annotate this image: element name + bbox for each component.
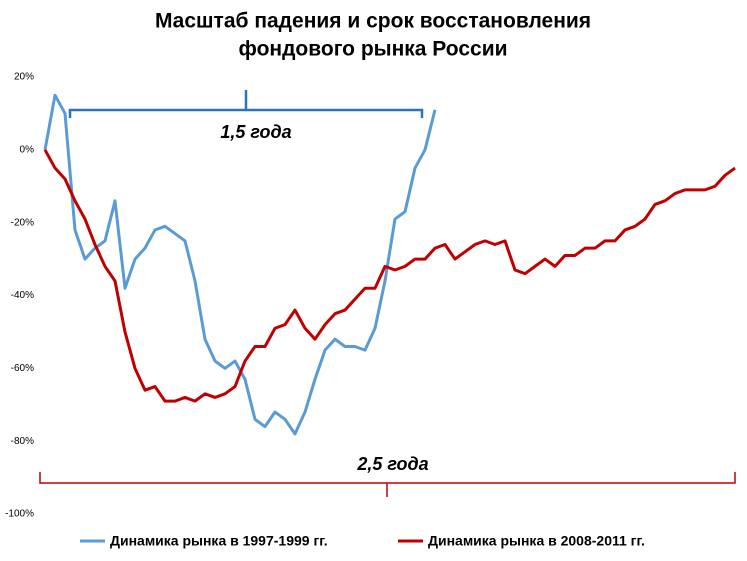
series-line (43, 149, 736, 403)
annotation: 2,5 года (356, 454, 428, 474)
annotation: 1,5 года (220, 122, 291, 142)
legend-label: Динамика рынка в 1997-1999 гг. (110, 533, 328, 549)
chart-title: фондового рынка России (238, 38, 507, 61)
y-tick-label: -20% (11, 217, 34, 228)
chart-title: Масштаб падения и срок восстановления (155, 10, 591, 33)
y-tick-label: -60% (11, 363, 34, 374)
y-tick-label: -80% (11, 436, 34, 447)
bracket (68, 90, 424, 118)
y-tick-label: -100% (5, 509, 34, 520)
y-tick-label: 20% (14, 72, 34, 83)
bracket (39, 472, 736, 497)
y-tick-label: -40% (11, 290, 34, 301)
legend-label: Динамика рынка в 2008-2011 гг. (428, 533, 645, 549)
y-tick-label: 0% (20, 144, 35, 155)
